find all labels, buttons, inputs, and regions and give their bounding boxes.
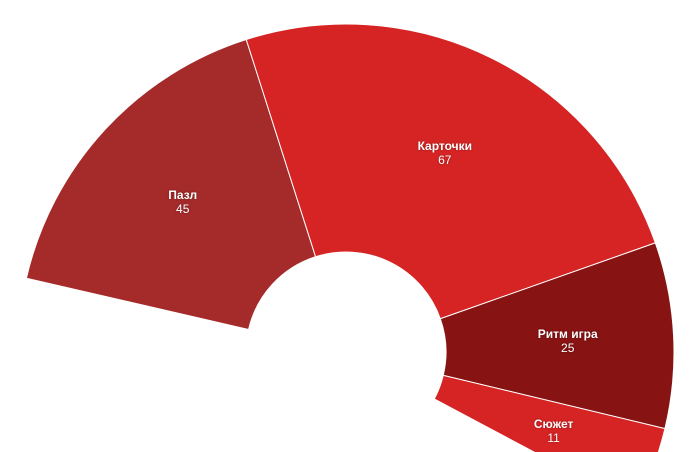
slice-label-3: Сюжет 11 [534, 417, 574, 445]
slice-label-value: 25 [561, 340, 575, 355]
slice-label-value: 67 [438, 153, 452, 168]
slice-3[interactable] [433, 374, 666, 452]
slice-label-1: Карточки 67 [418, 139, 472, 167]
slice-label-name: Карточки [417, 139, 473, 154]
slice-label-2: Ритм игра 25 [538, 327, 598, 355]
slice-label-0: Пазл 45 [168, 188, 197, 216]
slice-2[interactable] [439, 242, 675, 430]
slice-0[interactable] [25, 38, 317, 331]
slice-label-name: Сюжет [533, 416, 574, 431]
slice-label-value: 45 [176, 201, 190, 216]
slice-1[interactable] [245, 23, 656, 320]
slice-label-value: 11 [547, 430, 560, 445]
slice-label-name: Ритм игра [537, 326, 598, 341]
slice-label-name: Пазл [168, 187, 198, 202]
